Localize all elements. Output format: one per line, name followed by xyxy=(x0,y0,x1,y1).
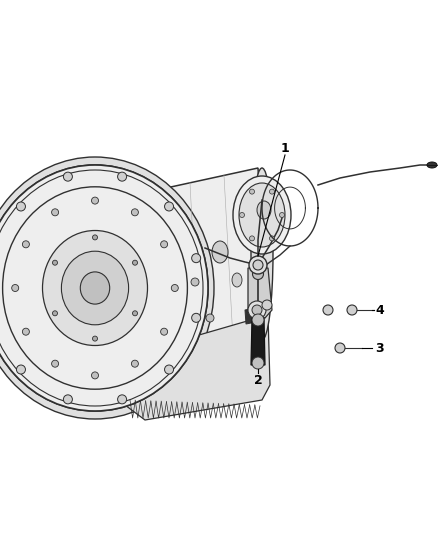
Ellipse shape xyxy=(52,209,59,216)
Ellipse shape xyxy=(269,189,275,194)
Ellipse shape xyxy=(42,230,148,345)
Ellipse shape xyxy=(262,300,272,310)
Ellipse shape xyxy=(252,357,264,369)
Ellipse shape xyxy=(251,168,273,340)
Ellipse shape xyxy=(279,213,285,217)
Ellipse shape xyxy=(233,176,291,254)
Polygon shape xyxy=(251,318,265,365)
Ellipse shape xyxy=(257,201,271,219)
Ellipse shape xyxy=(269,236,275,241)
Text: 1: 1 xyxy=(281,141,290,155)
Ellipse shape xyxy=(92,197,99,204)
Ellipse shape xyxy=(252,314,264,326)
Ellipse shape xyxy=(248,301,266,319)
Ellipse shape xyxy=(239,183,285,247)
Text: 2: 2 xyxy=(254,374,262,386)
Ellipse shape xyxy=(249,256,267,274)
Ellipse shape xyxy=(17,365,25,374)
Ellipse shape xyxy=(161,241,168,248)
Ellipse shape xyxy=(133,311,138,316)
Ellipse shape xyxy=(250,236,254,241)
Polygon shape xyxy=(245,308,256,324)
Ellipse shape xyxy=(22,328,29,335)
Ellipse shape xyxy=(212,241,228,263)
Ellipse shape xyxy=(131,209,138,216)
Ellipse shape xyxy=(52,360,59,367)
Ellipse shape xyxy=(92,372,99,379)
Ellipse shape xyxy=(118,395,127,404)
Ellipse shape xyxy=(192,254,201,263)
Text: 3: 3 xyxy=(376,342,384,354)
Ellipse shape xyxy=(165,202,173,211)
Ellipse shape xyxy=(22,241,29,248)
Polygon shape xyxy=(125,315,270,420)
Ellipse shape xyxy=(0,165,208,411)
Ellipse shape xyxy=(92,235,98,240)
Ellipse shape xyxy=(347,305,357,315)
Ellipse shape xyxy=(133,260,138,265)
Ellipse shape xyxy=(161,328,168,335)
Polygon shape xyxy=(248,268,272,318)
Ellipse shape xyxy=(131,360,138,367)
Ellipse shape xyxy=(240,213,244,217)
Ellipse shape xyxy=(80,272,110,304)
Ellipse shape xyxy=(92,336,98,341)
Ellipse shape xyxy=(53,311,57,316)
Ellipse shape xyxy=(253,260,263,270)
Ellipse shape xyxy=(192,313,201,322)
Ellipse shape xyxy=(323,305,333,315)
Ellipse shape xyxy=(335,343,345,353)
Ellipse shape xyxy=(17,202,25,211)
Ellipse shape xyxy=(232,273,242,287)
Ellipse shape xyxy=(252,305,262,315)
Polygon shape xyxy=(88,168,268,375)
Ellipse shape xyxy=(427,162,437,168)
Ellipse shape xyxy=(165,365,173,374)
Ellipse shape xyxy=(64,395,72,404)
Ellipse shape xyxy=(206,314,214,322)
Ellipse shape xyxy=(12,285,19,292)
Ellipse shape xyxy=(171,285,178,292)
Ellipse shape xyxy=(250,189,254,194)
Ellipse shape xyxy=(0,157,214,419)
Ellipse shape xyxy=(61,251,129,325)
Ellipse shape xyxy=(64,172,72,181)
Ellipse shape xyxy=(3,187,187,389)
Ellipse shape xyxy=(118,172,127,181)
Ellipse shape xyxy=(252,269,264,279)
Text: 4: 4 xyxy=(376,303,385,317)
Ellipse shape xyxy=(53,260,57,265)
Ellipse shape xyxy=(191,278,199,286)
